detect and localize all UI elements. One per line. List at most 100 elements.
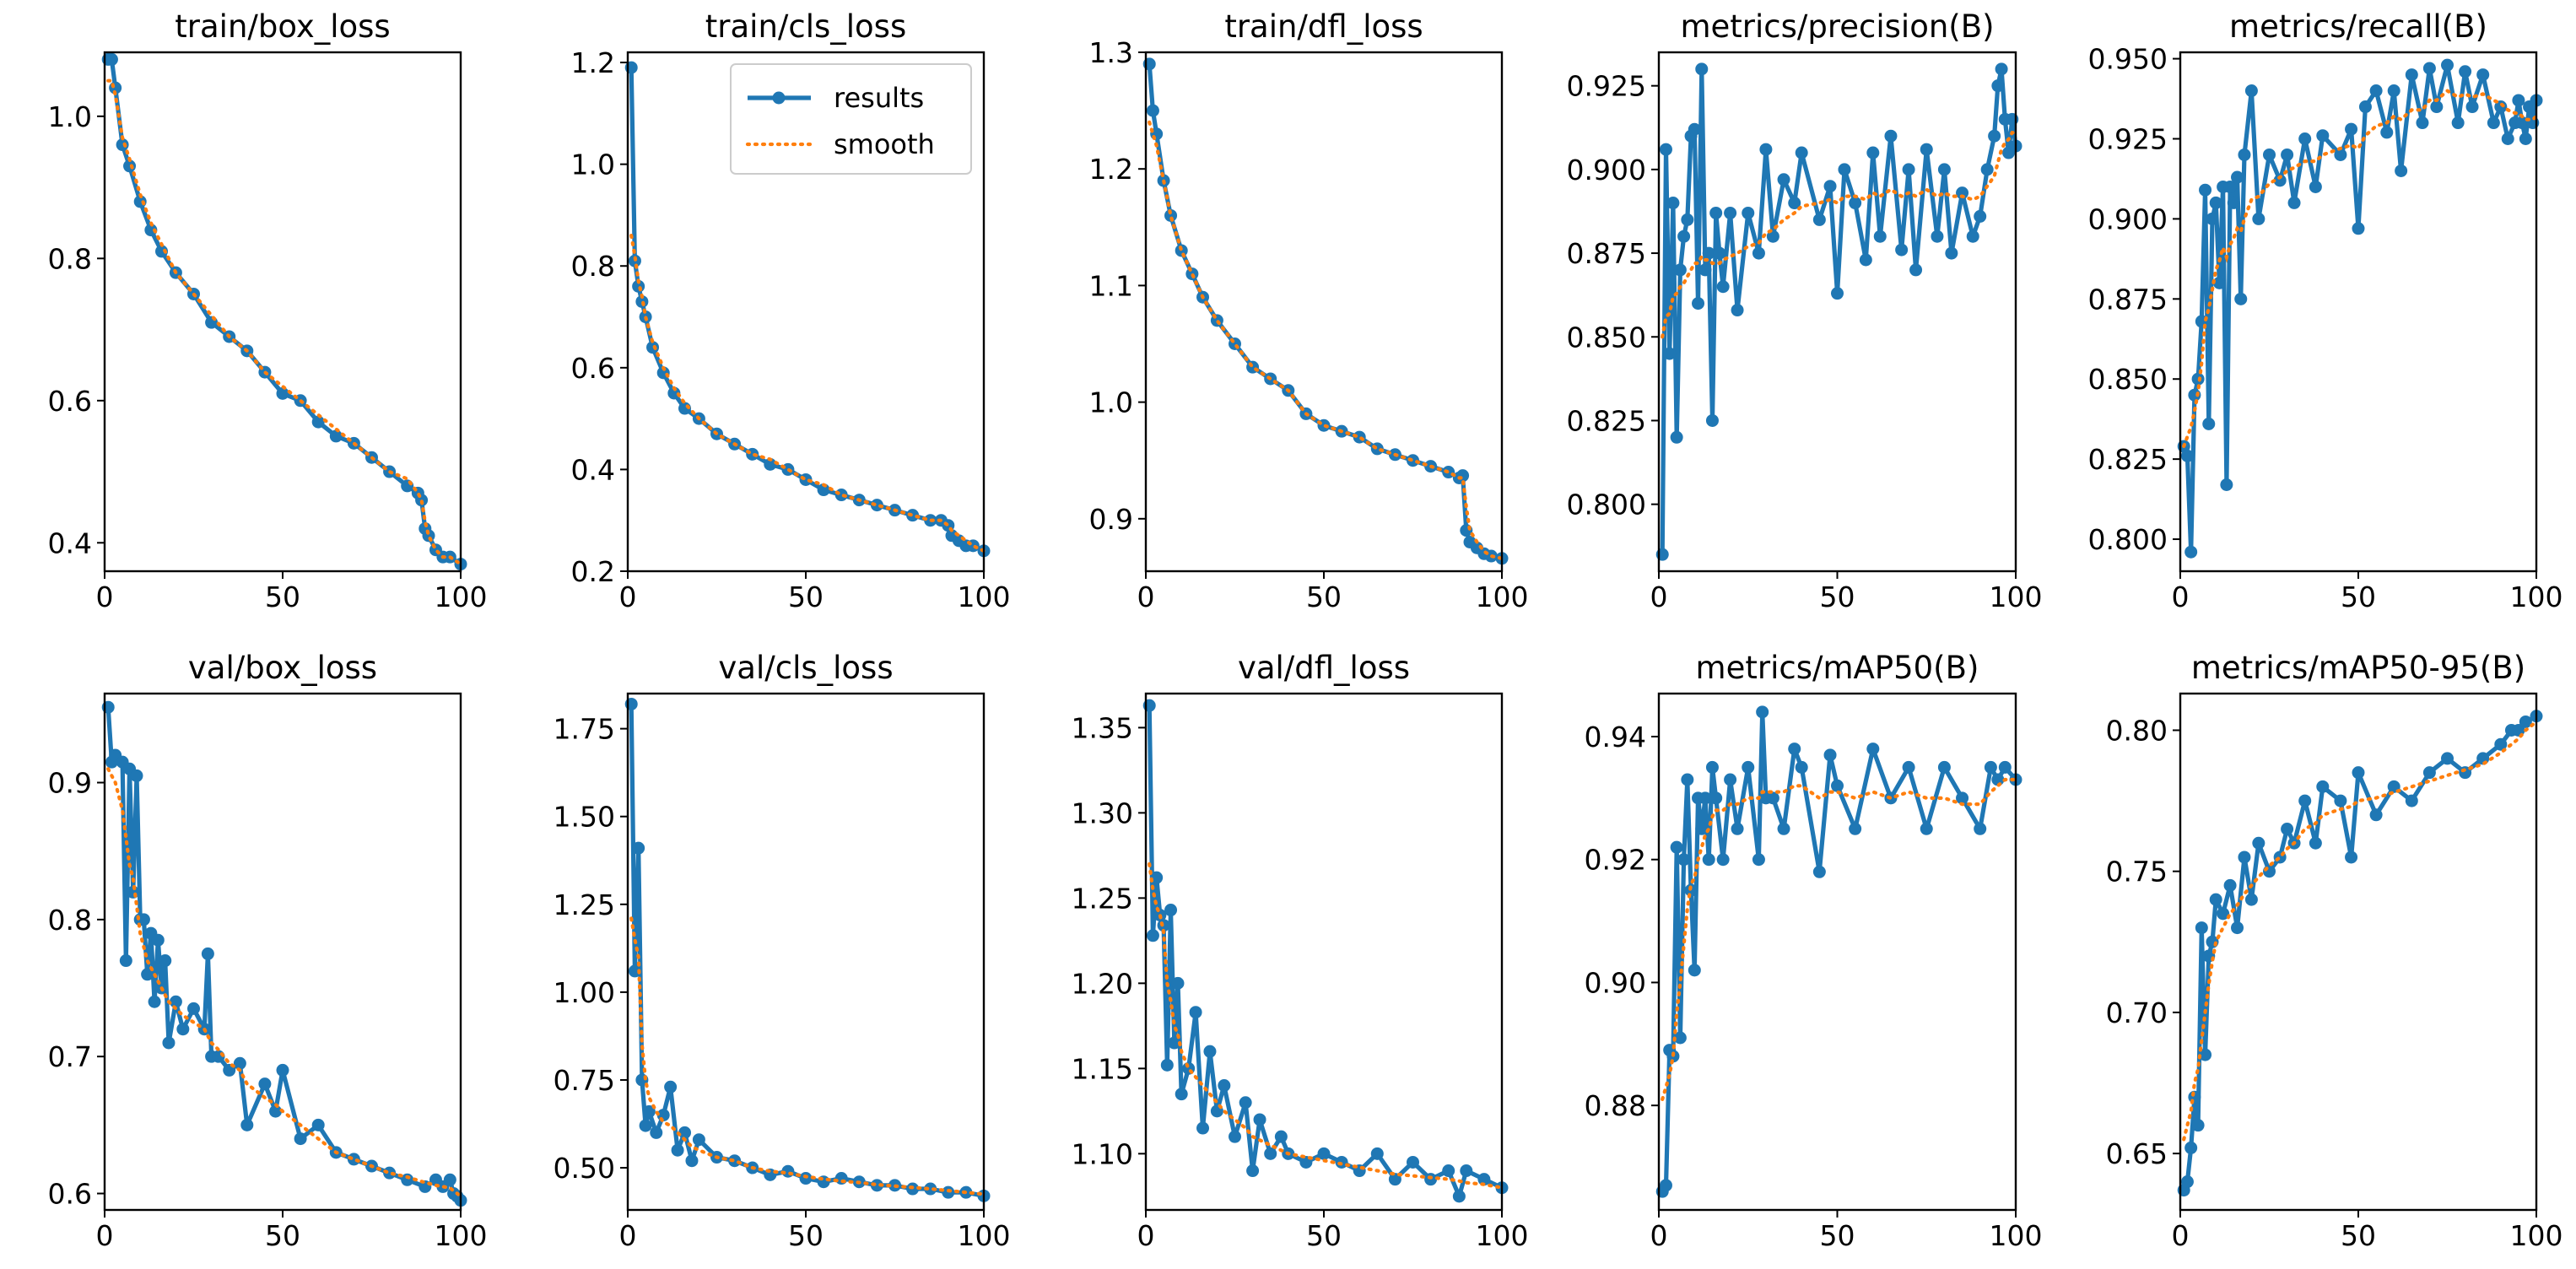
x-tick-label: 0 <box>1650 580 1668 613</box>
x-tick-label: 0 <box>1137 580 1155 613</box>
legend-results-label: results <box>834 82 924 114</box>
results-point <box>1788 742 1801 756</box>
y-tick-label: 1.3 <box>1089 36 1133 69</box>
y-tick-label: 0.6 <box>571 352 615 385</box>
results-point <box>123 159 137 173</box>
results-point <box>2345 850 2358 864</box>
panel-title: metrics/mAP50-95(B) <box>2191 650 2525 686</box>
results-point <box>2494 737 2508 751</box>
panel-metrics-precision-b: metrics/precision(B) 0.800 0.825 0.850 0.875… <box>1567 8 2043 613</box>
results-point <box>169 995 182 1008</box>
results-point <box>1659 1179 1672 1192</box>
results-point <box>1766 791 1779 805</box>
results-point <box>1264 1147 1277 1160</box>
results-point <box>2238 148 2251 161</box>
results-point <box>2184 545 2198 559</box>
results-point <box>1823 180 1837 193</box>
results-point <box>1189 1006 1202 1019</box>
panel-title: train/box_loss <box>175 8 390 45</box>
axes-frame <box>103 692 462 1212</box>
results-point <box>1663 347 1677 360</box>
y-tick-label: 0.70 <box>2106 996 2168 1029</box>
results-point <box>2395 164 2408 177</box>
results-point <box>1984 760 1997 774</box>
results-point <box>1920 143 1933 156</box>
y-tick-label: 0.800 <box>2088 523 2168 556</box>
results-point <box>1171 976 1185 990</box>
results-point <box>2334 794 2347 807</box>
x-tick-label: 0 <box>1137 1219 1155 1252</box>
results-point <box>2281 148 2294 161</box>
results-point <box>148 995 161 1008</box>
results-point <box>2220 478 2233 491</box>
results-point <box>2231 170 2244 184</box>
results-point <box>1731 304 1744 317</box>
y-tick-label: 1.0 <box>571 148 615 181</box>
y-tick-label: 0.875 <box>2088 283 2168 316</box>
results-point <box>642 1104 656 1118</box>
panel-metrics-map50-b: metrics/mAP50(B) 0.88 0.90 0.92 0.94 0 50 100 <box>1585 650 2043 1252</box>
results-point <box>1670 840 1683 854</box>
axes-frame <box>103 51 462 573</box>
results-point <box>2238 850 2251 864</box>
results-point <box>678 1126 692 1139</box>
y-tick-label: 0.90 <box>1585 966 1646 999</box>
results-point <box>2209 196 2222 209</box>
x-tick-label: 100 <box>2510 580 2563 613</box>
results-point <box>1709 791 1723 805</box>
results-point <box>1677 853 1691 867</box>
results-point <box>1777 822 1790 835</box>
results-point <box>2180 1175 2194 1189</box>
x-tick-label: 100 <box>1476 1219 1529 1252</box>
y-tick-label: 0.6 <box>48 1178 92 1211</box>
results-point <box>2281 823 2294 836</box>
results-point <box>1945 246 1958 260</box>
x-tick-label: 100 <box>1476 580 1529 613</box>
results-point <box>1752 853 1765 867</box>
results-point <box>1831 287 1844 300</box>
results-point <box>1920 822 1933 835</box>
x-tick-label: 100 <box>1990 580 2043 613</box>
results-point <box>1931 230 1944 243</box>
x-tick-label: 50 <box>1820 580 1855 613</box>
results-point <box>817 483 830 497</box>
y-tick-label: 0.850 <box>2088 363 2168 396</box>
panel-title: train/dfl_loss <box>1224 8 1423 45</box>
y-tick-label: 1.0 <box>48 100 92 133</box>
x-tick-label: 50 <box>1306 580 1342 613</box>
results-point <box>2465 100 2479 114</box>
results-point <box>2422 766 2436 780</box>
results-point <box>1866 146 1880 159</box>
results-point <box>2369 84 2383 98</box>
results-point <box>1702 853 1715 867</box>
results-point <box>1795 146 1808 159</box>
x-tick-label: 0 <box>1650 1219 1668 1252</box>
x-tick-label: 100 <box>1990 1219 2043 1252</box>
y-tick-label: 1.20 <box>1072 967 1133 1000</box>
results-point <box>2234 292 2248 305</box>
results-point <box>2519 715 2532 728</box>
results-point <box>1695 62 1709 76</box>
y-tick-label: 0.925 <box>2088 123 2168 156</box>
x-tick-label: 50 <box>265 580 300 613</box>
results-point <box>276 386 289 400</box>
results-point <box>233 1056 246 1070</box>
y-tick-label: 1.2 <box>571 46 615 79</box>
results-point <box>1317 1147 1331 1160</box>
axes-frame <box>1657 692 2017 1212</box>
results-line <box>1660 67 2018 555</box>
y-tick-label: 0.4 <box>48 526 92 559</box>
y-tick-label: 0.92 <box>1585 844 1646 877</box>
results-point <box>1160 1058 1174 1072</box>
y-tick-label: 0.850 <box>1567 321 1646 354</box>
results-point <box>2263 865 2276 878</box>
results-point <box>1731 822 1744 835</box>
results-point <box>2430 100 2444 114</box>
results-point <box>2476 68 2490 82</box>
axes-frame <box>2179 692 2538 1212</box>
results-point <box>1766 230 1779 243</box>
results-point <box>639 1119 652 1132</box>
results-point <box>2352 766 2365 780</box>
panel-train-cls-loss: train/cls_loss 0.2 0.4 0.6 0.8 1.0 1.2 0 50 100 re… <box>571 8 1011 613</box>
